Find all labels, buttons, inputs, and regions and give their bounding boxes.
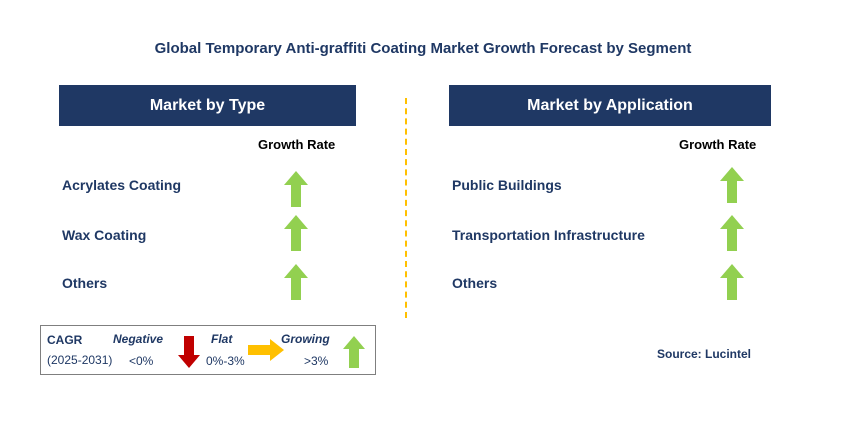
header-market-by-application: Market by Application: [449, 85, 771, 126]
up-arrow-icon: [343, 336, 365, 368]
legend-flat-label: Flat: [211, 332, 233, 346]
legend-cagr-label: CAGR: [47, 333, 83, 347]
row-label-others-type: Others: [62, 275, 108, 291]
legend-growing-range: >3%: [304, 354, 329, 368]
down-arrow-icon: [178, 336, 200, 368]
up-arrow-icon: [284, 171, 308, 207]
row-label-others-application: Others: [452, 275, 498, 291]
up-arrow-icon: [720, 264, 744, 300]
panel-divider: [405, 98, 407, 318]
right-arrow-icon: [248, 339, 284, 361]
legend-flat-range: 0%-3%: [206, 354, 245, 368]
legend-period: (2025-2031): [47, 353, 113, 367]
row-label-acrylates-coating: Acrylates Coating: [62, 177, 182, 193]
chart-title: Global Temporary Anti-graffiti Coating M…: [154, 40, 692, 57]
legend-negative-range: <0%: [129, 354, 154, 368]
up-arrow-icon: [720, 215, 744, 251]
row-label-transportation-infrastructure: Transportation Infrastructure: [452, 227, 645, 243]
up-arrow-icon: [284, 215, 308, 251]
growth-rate-label-type: Growth Rate: [258, 137, 336, 152]
legend-negative-label: Negative: [113, 332, 164, 346]
up-arrow-icon: [720, 167, 744, 203]
growth-rate-label-application: Growth Rate: [679, 137, 757, 152]
cagr-legend: CAGR (2025-2031) Negative <0% Flat 0%-3%…: [40, 325, 376, 375]
source-label: Source: Lucintel: [657, 347, 752, 361]
legend-growing-label: Growing: [281, 332, 330, 346]
up-arrow-icon: [284, 264, 308, 300]
header-market-by-type: Market by Type: [59, 85, 356, 126]
row-label-public-buildings: Public Buildings: [452, 177, 562, 193]
row-label-wax-coating: Wax Coating: [62, 227, 147, 243]
